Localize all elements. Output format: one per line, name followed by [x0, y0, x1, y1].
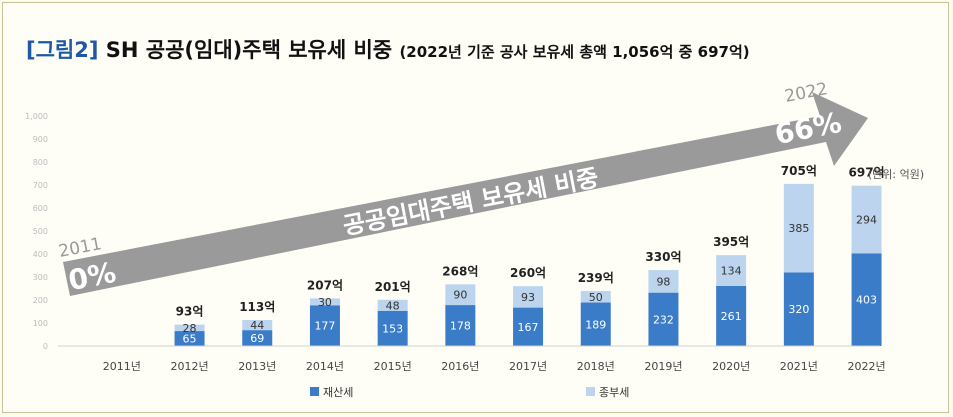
x-tick-label: 2018년: [577, 360, 615, 373]
data-label-comprehensive-tax: 44: [250, 319, 264, 332]
data-label-comprehensive-tax: 90: [453, 289, 467, 302]
bar-comprehensive-tax: [716, 255, 747, 286]
data-label-total: 93억: [176, 305, 204, 319]
data-label-comprehensive-tax: 28: [183, 322, 197, 335]
data-label-total: 268억: [442, 264, 478, 278]
data-label-comprehensive-tax: 385: [788, 222, 809, 235]
data-label-property-tax: 69: [250, 332, 264, 345]
y-axis: 0 100 200 300 400 500 600 700 800 900 1,000: [25, 112, 48, 351]
data-label-property-tax: 189: [585, 318, 606, 331]
data-label-total: 113억: [239, 300, 275, 314]
legend: 재산세 종부세: [310, 386, 629, 399]
unit-label: (단위: 억원): [868, 168, 924, 181]
y-tick-label: 600: [33, 204, 48, 213]
x-tick-label: 2013년: [238, 360, 276, 373]
data-label-comprehensive-tax: 93: [521, 291, 535, 304]
bar-property-tax: [174, 331, 205, 346]
legend-label-property-tax: 재산세: [323, 386, 353, 399]
bar-comprehensive-tax: [174, 324, 205, 332]
data-label-total: 260억: [510, 266, 546, 280]
legend-swatch-property-tax: [310, 387, 319, 396]
data-label-comprehensive-tax: 48: [386, 299, 400, 312]
legend-label-comprehensive-tax: 종부세: [599, 386, 629, 399]
chart-title: [그림2] SH 공공(임대)주택 보유세 비중 (2022년 기준 공사 보유…: [26, 34, 750, 64]
x-tick-label: 2021년: [780, 360, 818, 373]
bar-property-tax: [309, 305, 340, 346]
data-label-total: 395억: [713, 235, 749, 249]
bar-comprehensive-tax: [309, 298, 340, 306]
x-tick-label: 2017년: [509, 360, 547, 373]
y-tick-label: 400: [33, 250, 48, 259]
title-subtitle: (2022년 기준 공사 보유세 총액 1,056억 중 697억): [399, 43, 750, 61]
y-tick-label: 300: [33, 273, 48, 282]
data-label-total: 207억: [307, 278, 343, 292]
figure-tag: [그림2]: [26, 38, 99, 62]
bar-property-tax: [242, 330, 273, 346]
x-tick-label: 2014년: [306, 360, 344, 373]
data-label-property-tax: 153: [382, 322, 403, 335]
x-tick-label: 2011년: [103, 360, 141, 373]
bar-property-tax: [513, 307, 544, 346]
bar-property-tax: [783, 272, 814, 346]
data-label-comprehensive-tax: 50: [589, 291, 603, 304]
bar-property-tax: [851, 253, 882, 346]
data-label-property-tax: 261: [721, 310, 742, 323]
data-label-comprehensive-tax: 30: [318, 296, 332, 309]
x-tick-label: 2020년: [712, 360, 750, 373]
x-tick-label: 2012년: [170, 360, 208, 373]
bar-property-tax: [648, 292, 679, 346]
y-tick-label: 900: [33, 135, 48, 144]
data-label-property-tax: 320: [788, 303, 809, 316]
data-label-total: 697억: [849, 166, 885, 180]
bar-comprehensive-tax: [783, 183, 814, 273]
y-tick-label: 1,000: [25, 112, 48, 121]
data-label-total: 239억: [578, 271, 614, 285]
trend-arrow-shape: [63, 92, 868, 296]
data-label-comprehensive-tax: 134: [721, 265, 742, 278]
data-label-property-tax: 403: [856, 294, 877, 307]
data-label-comprehensive-tax: 98: [656, 275, 670, 288]
bar-property-tax: [377, 310, 408, 346]
data-label-total: 705억: [781, 164, 817, 178]
x-tick-label: 2019년: [644, 360, 682, 373]
data-label-property-tax: 177: [314, 320, 335, 333]
bar-property-tax: [445, 305, 476, 346]
bar-comprehensive-tax: [377, 299, 408, 311]
x-axis-labels: 2011년 2012년 2013년 2014년 2015년 2016년 2017년 2018년…: [103, 360, 886, 373]
bar-comprehensive-tax: [513, 286, 544, 308]
data-label-comprehensive-tax: 294: [856, 214, 877, 227]
data-label-property-tax: 232: [653, 313, 674, 326]
data-label-total: 201억: [375, 280, 411, 294]
data-label-property-tax: 167: [518, 321, 539, 334]
bar-comprehensive-tax: [580, 291, 611, 303]
data-label-total: 330억: [645, 250, 681, 264]
data-label-property-tax: 178: [450, 320, 471, 333]
bar-comprehensive-tax: [445, 284, 476, 306]
bar-property-tax: [716, 285, 747, 346]
x-tick-label: 2016년: [441, 360, 479, 373]
data-label-property-tax: 65: [183, 333, 197, 346]
y-tick-label: 700: [33, 181, 48, 190]
bar-comprehensive-tax: [851, 185, 882, 254]
title-text: SH 공공(임대)주택 보유세 비중: [105, 38, 393, 62]
legend-swatch-comprehensive-tax: [586, 387, 595, 396]
bar-comprehensive-tax: [242, 320, 273, 331]
bar-comprehensive-tax: [648, 270, 679, 293]
y-tick-label: 100: [33, 319, 48, 328]
bar-property-tax: [580, 302, 611, 346]
y-tick-label: 200: [33, 296, 48, 305]
y-tick-label: 0: [43, 342, 48, 351]
y-tick-label: 800: [33, 158, 48, 167]
y-tick-label: 500: [33, 227, 48, 236]
x-tick-label: 2022년: [847, 360, 885, 373]
x-tick-label: 2015년: [374, 360, 412, 373]
